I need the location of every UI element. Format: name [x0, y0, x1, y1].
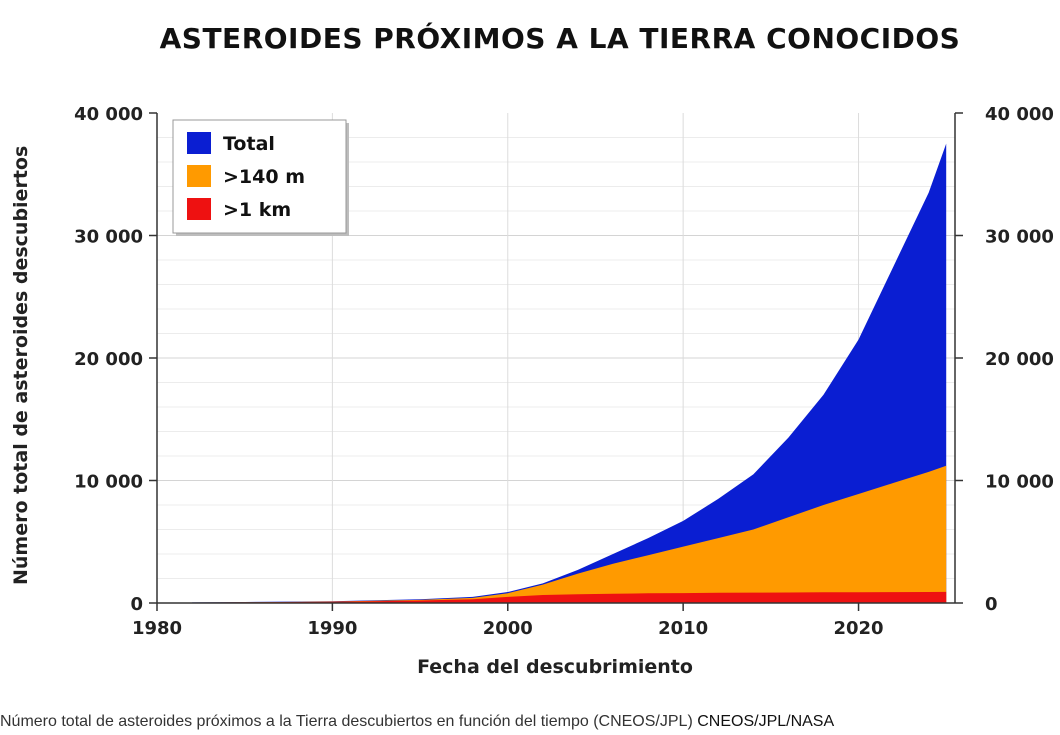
x-tick-label: 2000 — [483, 618, 533, 639]
area-series-1 — [192, 465, 947, 603]
y-tick-label-right: 0 — [985, 594, 998, 615]
area-series-0 — [192, 143, 947, 603]
legend-label: >140 m — [223, 166, 305, 188]
legend-label: >1 km — [223, 199, 291, 221]
legend-swatch — [187, 165, 211, 187]
x-tick-label: 2020 — [833, 618, 883, 639]
area-series-group — [192, 143, 947, 603]
y-tick-label-left: 20 000 — [74, 349, 143, 370]
legend-label: Total — [223, 133, 275, 155]
axes: 0 0 10 000 10 000 20 000 20 000 30 000 30 000 40… — [74, 104, 1054, 639]
legend-swatch — [187, 198, 211, 220]
x-tick-label: 2010 — [658, 618, 708, 639]
x-tick-label: 1990 — [307, 618, 357, 639]
x-tick-label: 1980 — [132, 618, 182, 639]
chart-title: ASTEROIDES PRÓXIMOS A LA TIERRA CONOCIDO… — [159, 22, 961, 55]
legend: Total >140 m >1 km — [172, 119, 349, 236]
y-tick-label-right: 20 000 — [985, 349, 1054, 370]
caption-text: Número total de asteroides próximos a la… — [0, 713, 693, 730]
y-tick-label-left: 0 — [130, 594, 143, 615]
caption-credit: CNEOS/JPL/NASA — [697, 713, 835, 730]
y-tick-label-left: 10 000 — [74, 472, 143, 493]
y-tick-label-right: 40 000 — [985, 104, 1054, 125]
area-series-2 — [192, 591, 947, 603]
legend-swatch — [187, 132, 211, 154]
y-tick-label-left: 30 000 — [74, 227, 143, 248]
y-axis-label: Número total de asteroides descubiertos — [10, 145, 32, 585]
caption: Número total de asteroides próximos a la… — [0, 713, 834, 731]
y-tick-label-right: 30 000 — [985, 227, 1054, 248]
x-axis-label: Fecha del descubrimiento — [417, 656, 693, 678]
y-tick-label-left: 40 000 — [74, 104, 143, 125]
y-tick-label-right: 10 000 — [985, 472, 1054, 493]
